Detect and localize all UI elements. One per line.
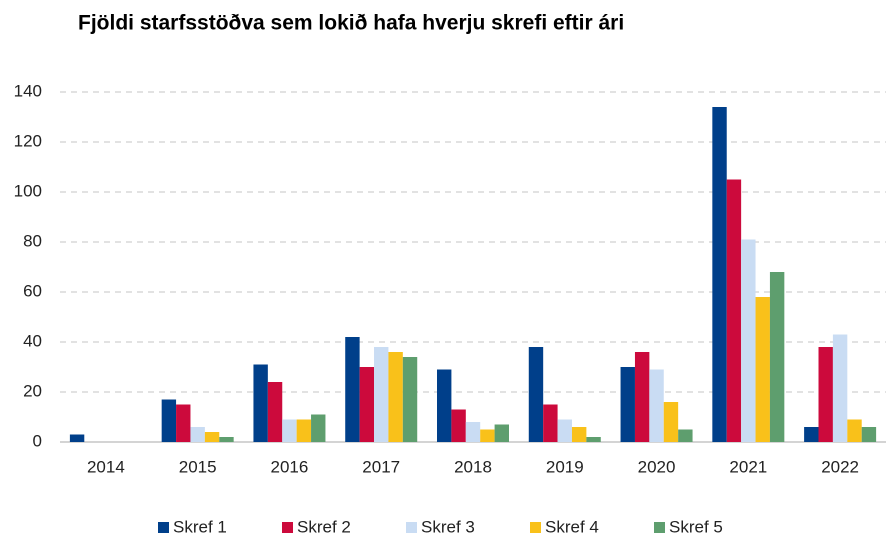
- legend-label: Skref 3: [421, 517, 475, 536]
- x-tick-label: 2015: [179, 457, 217, 476]
- y-tick-label: 60: [23, 281, 42, 300]
- bar: [620, 367, 635, 442]
- bar: [359, 367, 375, 442]
- bar: [712, 107, 727, 442]
- x-tick-label: 2014: [87, 457, 125, 476]
- bar: [557, 419, 572, 442]
- bar: [861, 427, 877, 442]
- legend-label: Skref 1: [173, 517, 227, 536]
- y-tick-label: 40: [23, 331, 42, 350]
- bar: [437, 369, 452, 442]
- x-tick-label: 2020: [638, 457, 676, 476]
- x-tick-label: 2019: [546, 457, 584, 476]
- bar: [402, 357, 418, 442]
- bar: [465, 422, 481, 442]
- y-tick-label: 20: [23, 381, 42, 400]
- bar: [818, 347, 833, 442]
- bar: [543, 404, 558, 442]
- bar: [741, 239, 756, 442]
- y-tick-label: 120: [14, 131, 42, 150]
- bar: [267, 382, 283, 442]
- bar: [494, 424, 509, 442]
- bar: [161, 399, 177, 442]
- bar: [282, 419, 297, 442]
- legend-label: Skref 5: [669, 517, 723, 536]
- y-tick-label: 80: [23, 231, 42, 250]
- bar: [176, 404, 191, 442]
- x-tick-label: 2018: [454, 457, 492, 476]
- bar: [219, 437, 234, 442]
- bar: [190, 427, 205, 442]
- bar: [678, 429, 693, 442]
- bar: [847, 419, 862, 442]
- legend-label: Skref 4: [545, 517, 599, 536]
- bar: [253, 364, 268, 442]
- legend-swatch: [654, 522, 665, 533]
- y-tick-label: 0: [33, 431, 42, 450]
- bar: [755, 297, 770, 442]
- bar: [586, 437, 601, 442]
- bar: [726, 179, 742, 442]
- x-tick-label: 2017: [362, 457, 400, 476]
- legend-swatch: [282, 522, 293, 533]
- y-tick-label: 140: [14, 81, 42, 100]
- bar: [480, 429, 495, 442]
- x-tick-label: 2022: [821, 457, 859, 476]
- bar: [374, 347, 389, 442]
- bar: [296, 419, 312, 442]
- chart-title: Fjöldi starfsstöðva sem lokið hafa hverj…: [78, 12, 624, 35]
- bar: [571, 427, 587, 442]
- bar: [345, 337, 360, 442]
- bar: [311, 414, 326, 442]
- bar: [528, 347, 544, 442]
- bar: [69, 434, 85, 442]
- x-tick-label: 2016: [271, 457, 309, 476]
- y-tick-label: 100: [14, 181, 42, 200]
- bar: [388, 352, 403, 442]
- bar: [804, 427, 819, 442]
- bar: [451, 409, 466, 442]
- legend-swatch: [530, 522, 541, 533]
- bar: [634, 352, 650, 442]
- x-tick-label: 2021: [729, 457, 767, 476]
- bar: [649, 369, 664, 442]
- bar: [204, 432, 220, 442]
- bar: [832, 334, 848, 442]
- legend-swatch: [406, 522, 417, 533]
- bar: [663, 402, 679, 442]
- legend-swatch: [158, 522, 169, 533]
- bar: [769, 272, 785, 442]
- legend-label: Skref 2: [297, 517, 351, 536]
